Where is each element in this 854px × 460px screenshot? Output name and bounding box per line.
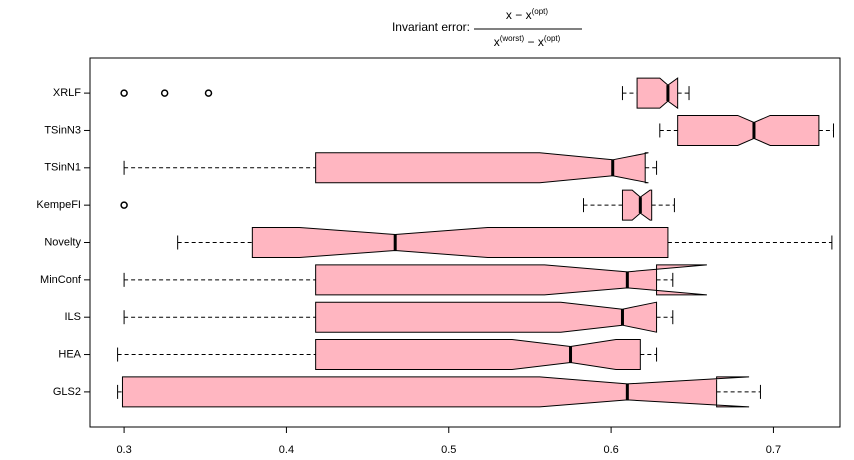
y-tick-label: KempeFI xyxy=(36,199,81,211)
box xyxy=(315,152,649,184)
y-tick-label: TSinN1 xyxy=(44,162,81,174)
box xyxy=(315,339,641,371)
y-tick-label: XRLF xyxy=(53,87,81,99)
x-tick-label: 0.6 xyxy=(603,444,618,456)
x-tick-label: 0.5 xyxy=(441,444,456,456)
y-tick-label: GLS2 xyxy=(53,386,81,398)
x-tick-label: 0.3 xyxy=(116,444,131,456)
y-tick-label: ILS xyxy=(64,311,81,323)
box xyxy=(315,264,707,296)
x-tick-label: 0.7 xyxy=(766,444,781,456)
title-denominator: x(worst) − x(opt) xyxy=(494,34,561,49)
box xyxy=(677,114,820,146)
chart-title: Invariant error: xyxy=(392,20,470,34)
y-tick-label: TSinN3 xyxy=(44,124,81,136)
y-tick-label: Novelty xyxy=(44,236,81,248)
x-tick-label: 0.4 xyxy=(279,444,294,456)
outlier xyxy=(120,201,128,209)
y-tick-label: MinConf xyxy=(40,274,82,286)
box xyxy=(636,77,679,110)
title-part: (opt) xyxy=(544,34,561,43)
title-part: x − x xyxy=(506,8,532,22)
title-numerator: x − x(opt) xyxy=(506,7,548,22)
box xyxy=(315,301,658,333)
title-part: − x xyxy=(524,35,544,49)
box xyxy=(121,376,750,408)
y-tick-label: HEA xyxy=(58,348,81,360)
outlier xyxy=(160,89,169,97)
outlier xyxy=(204,89,213,97)
outlier xyxy=(120,89,128,97)
box xyxy=(251,227,669,258)
box xyxy=(621,189,653,221)
title-part: x xyxy=(494,35,500,49)
title-part: (worst) xyxy=(500,34,525,43)
title-part: (opt) xyxy=(532,7,549,16)
